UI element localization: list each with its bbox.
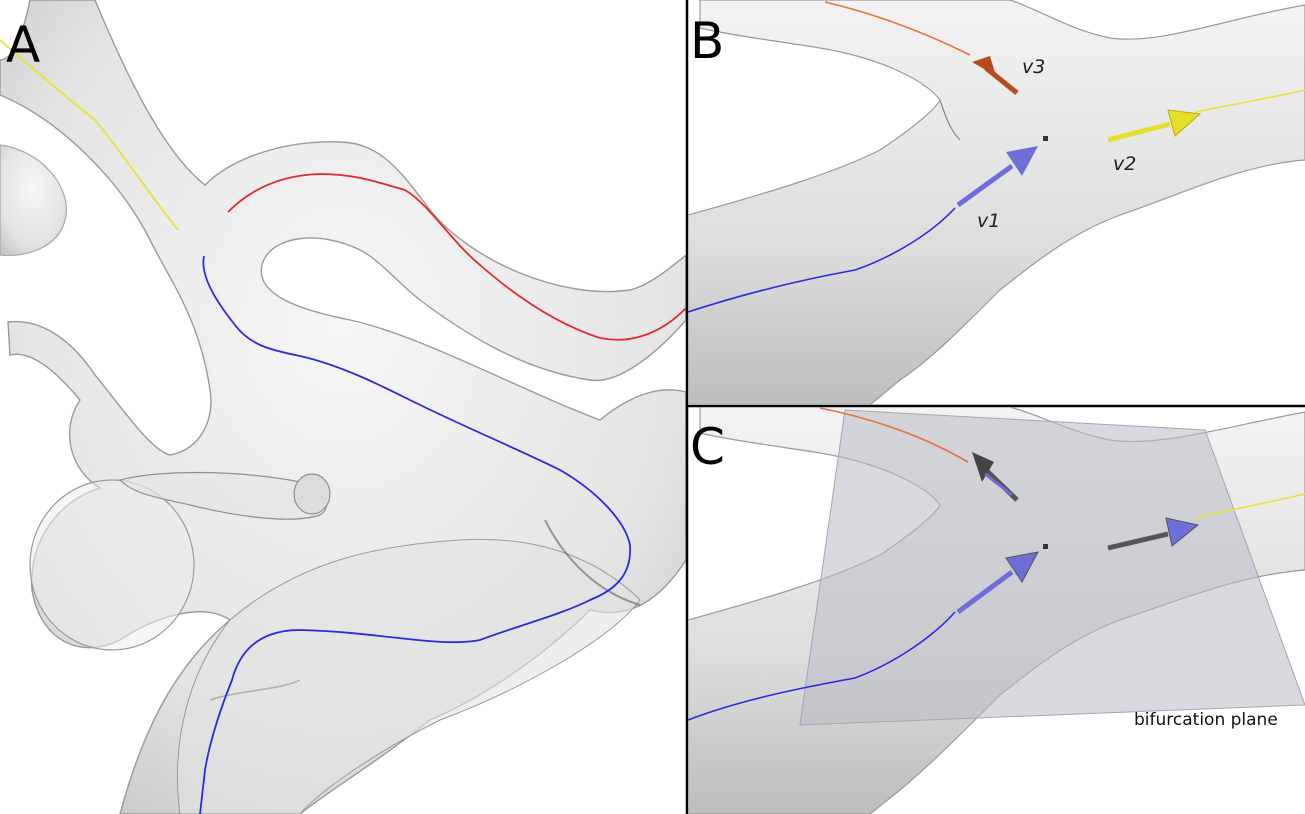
vessel-lower-body (177, 538, 641, 814)
panel-c: bifurcation plane C (688, 407, 1305, 814)
vector-v2-projected (1107, 517, 1200, 551)
vessel-fold (544, 519, 641, 606)
vessel-loop-end (293, 473, 331, 515)
aneurysm-bulb (29, 479, 195, 651)
label-v2: v2 (1113, 153, 1136, 175)
panel-b: v3 v2 v1 B (688, 0, 1305, 405)
vessel-blob-left (0, 144, 67, 257)
vector-v2-arrow (1107, 109, 1202, 143)
bifurcation-point-b (1043, 136, 1048, 141)
panel-a: A (0, 0, 686, 814)
centerline-yellow-b (1194, 89, 1305, 113)
vessel-fold-2 (209, 679, 301, 701)
vessel-loop-tube (118, 471, 328, 520)
vessel-crease-b (939, 99, 961, 141)
centerline-red-a (227, 173, 686, 341)
label-v1: v1 (977, 210, 1000, 232)
vessel-bifurcation-b (688, 0, 1305, 405)
panel-a-letter: A (6, 16, 40, 74)
centerline-yellow-a (0, 39, 179, 231)
centerline-orange-b (824, 1, 971, 56)
centerline-blue-a (199, 255, 631, 814)
centerline-orange-c (819, 407, 969, 463)
vector-v1-arrow (956, 146, 1038, 208)
label-v3: v3 (1022, 56, 1045, 78)
centerline-yellow-c (1194, 493, 1305, 519)
centerline-blue-c (688, 611, 956, 721)
vector-v3-arrow (972, 56, 1019, 95)
vector-v1-projected (956, 551, 1039, 615)
panel-b-letter: B (690, 12, 724, 70)
bifurcation-plane (799, 409, 1305, 726)
panel-c-letter: C (690, 418, 725, 476)
vector-v3-projected (972, 452, 1019, 502)
bifurcation-plane-label: bifurcation plane (1134, 710, 1278, 730)
centerline-blue-b (688, 207, 956, 313)
bifurcation-point-c (1043, 544, 1048, 549)
